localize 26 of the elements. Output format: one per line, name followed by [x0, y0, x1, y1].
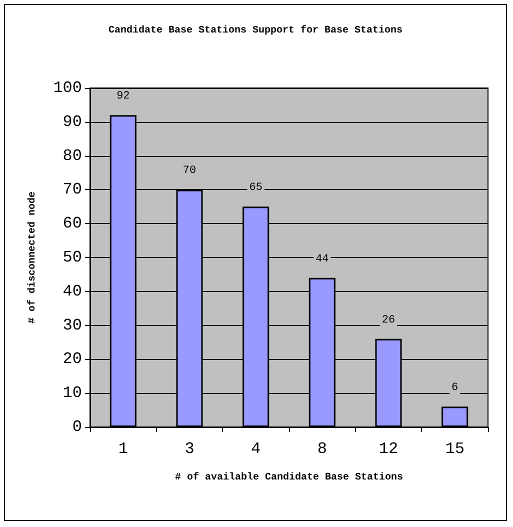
- data-label: 6: [452, 382, 458, 394]
- data-label: 26: [382, 314, 396, 326]
- data-label: 70: [182, 165, 196, 178]
- x-tick-label: 1: [118, 440, 128, 458]
- x-tick-label: 4: [251, 440, 261, 458]
- data-label: 44: [316, 253, 330, 266]
- x-tick-label: 12: [378, 440, 398, 458]
- x-axis-title: # of available Candidate Base Stations: [174, 472, 404, 484]
- y-tick-label: 90: [62, 112, 82, 131]
- data-label: 92: [116, 90, 130, 103]
- x-tick-label: 15: [445, 440, 464, 458]
- y-tick-label: 30: [62, 316, 82, 334]
- y-tick-label: 60: [62, 214, 82, 233]
- chart-title: Candidate Base Stations Support for Base Stations: [108, 24, 403, 36]
- y-tick-label: 0: [72, 418, 82, 436]
- y-axis-title: # of disconnected node: [26, 191, 38, 324]
- y-tick-label: 20: [62, 350, 82, 368]
- data-label: 65: [249, 182, 262, 194]
- x-tick-label: 3: [184, 440, 194, 458]
- y-tick-label: 100: [53, 79, 82, 97]
- x-tick-label: 8: [317, 440, 327, 458]
- y-tick-label: 70: [62, 180, 82, 199]
- y-tick-label: 80: [62, 146, 82, 165]
- y-tick-label: 10: [62, 384, 82, 402]
- y-tick-label: 50: [62, 248, 82, 266]
- y-tick-label: 40: [62, 282, 82, 300]
